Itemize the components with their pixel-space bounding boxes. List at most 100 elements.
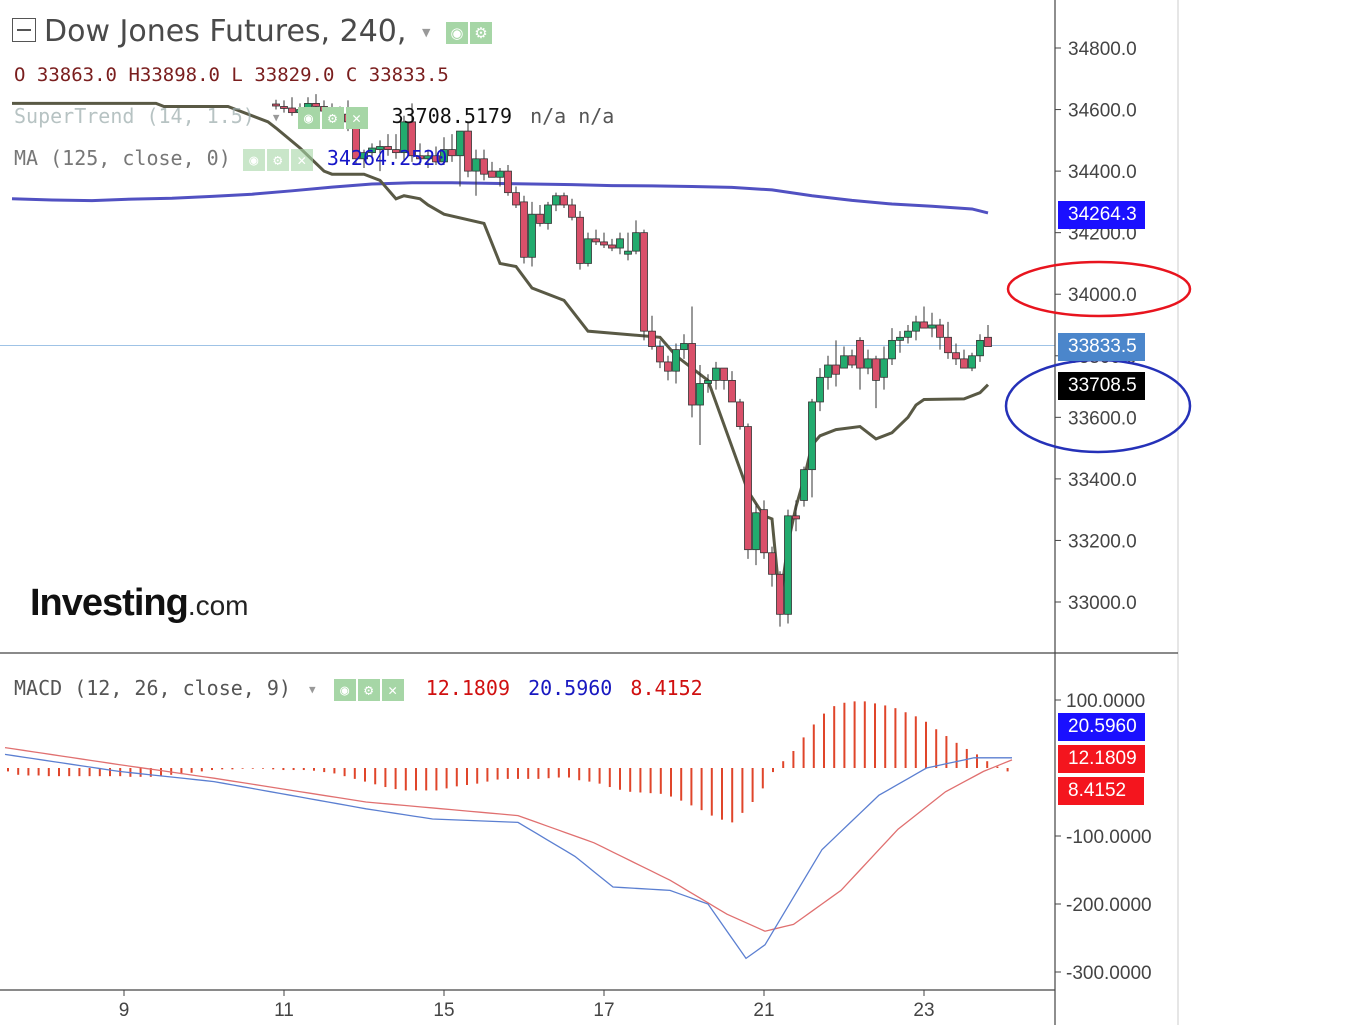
gear-icon[interactable]: ⚙ [469, 21, 492, 44]
candle [536, 204, 544, 227]
candle-body [616, 238, 624, 249]
candle [968, 352, 976, 372]
candle-body [728, 379, 736, 403]
candle-body [856, 339, 864, 369]
candle [544, 201, 552, 230]
candle-body [984, 336, 992, 347]
time-tick-label: 17 [593, 1000, 614, 1021]
visibility-icon[interactable]: ◉ [333, 678, 356, 701]
candle [456, 130, 464, 187]
candle [496, 168, 504, 187]
visibility-icon[interactable]: ◉ [242, 148, 265, 171]
price-tick-label: 33000.0 [1068, 593, 1137, 614]
chevron-down-icon[interactable]: ▼ [421, 26, 431, 39]
gear-icon[interactable]: ⚙ [321, 106, 344, 129]
price-tick-label: 34000.0 [1068, 285, 1137, 306]
candle-body [520, 201, 528, 258]
chevron-down-icon[interactable]: ▼ [272, 111, 280, 124]
candle [936, 318, 944, 350]
candle-body [776, 573, 784, 615]
signal-value: 20.5960 [528, 676, 613, 700]
candle [504, 164, 512, 196]
candle-body [552, 195, 560, 206]
supertrend-label: SuperTrend (14, 1.5) [14, 104, 255, 128]
chevron-down-icon[interactable]: ▼ [309, 683, 316, 696]
candle [640, 229, 648, 341]
candle-body [592, 238, 600, 243]
candle-body [768, 552, 776, 575]
macd-value: 12.1809 [425, 676, 511, 700]
candle-body [440, 149, 448, 163]
candle [904, 325, 912, 344]
candle-body [760, 509, 768, 554]
candle-body [544, 204, 552, 224]
candle-body [888, 339, 896, 360]
candle-body [904, 330, 912, 338]
candle-body [536, 213, 544, 224]
candle-body [944, 336, 952, 354]
candle [592, 229, 600, 245]
candle [776, 571, 784, 627]
candle-body [960, 358, 968, 369]
price-tick-label: 33200.0 [1068, 531, 1137, 552]
candle [616, 232, 624, 255]
candle [840, 346, 848, 369]
candle [736, 398, 744, 430]
candle [368, 143, 376, 159]
candle [600, 232, 608, 249]
candle-body [704, 379, 712, 384]
candle [272, 99, 280, 110]
ma-line [11, 181, 989, 215]
time-tick-label: 15 [433, 1000, 454, 1021]
candle-body [368, 147, 376, 154]
chart-legend: Dow Jones Futures, 240, ▼ ◉ ⚙ [12, 14, 494, 49]
macd-lines-layer [4, 746, 1013, 960]
candle [896, 331, 904, 353]
macd-histogram-layer [7, 701, 1009, 823]
candle-body [920, 321, 928, 329]
ohlc-row: O 33863.0 H33898.0 L 33829.0 C 33833.5 [14, 64, 449, 86]
candle-body [496, 170, 504, 178]
gear-icon[interactable]: ⚙ [357, 678, 380, 701]
candle-body [680, 343, 688, 351]
candle [624, 232, 632, 261]
candle-body [456, 130, 464, 157]
candle [912, 315, 920, 341]
candle [720, 367, 728, 390]
collapse-icon[interactable] [12, 17, 36, 42]
candle [424, 149, 432, 169]
macd-signal-tag: 20.5960 [1058, 713, 1145, 741]
candle-body [504, 170, 512, 194]
visibility-icon[interactable]: ◉ [445, 21, 468, 44]
candle [360, 149, 368, 169]
gear-icon[interactable]: ⚙ [266, 148, 289, 171]
candle-body [952, 352, 960, 360]
supertrend-extra: n/a n/a [530, 104, 615, 128]
candle-body [608, 244, 616, 249]
axes-layer: 34800.034600.034400.034200.034000.033800… [0, 0, 1179, 1025]
ma-layer [11, 181, 989, 215]
macd-tick-label: 100.0000 [1066, 691, 1145, 712]
close-icon[interactable]: ✕ [345, 106, 368, 129]
close-icon[interactable]: ✕ [381, 678, 404, 701]
candle-body [280, 106, 288, 109]
visibility-icon[interactable]: ◉ [297, 106, 320, 129]
candle-body [672, 349, 680, 372]
candle [784, 509, 792, 624]
time-tick-label: 11 [274, 1000, 294, 1021]
candle [808, 398, 816, 498]
candle-body [576, 216, 584, 264]
candle-body [480, 158, 488, 175]
low-label: L [231, 64, 243, 86]
price-tick-label: 33600.0 [1068, 408, 1137, 429]
candle-body [272, 103, 280, 107]
investing-logo: Investing.com [30, 582, 249, 625]
candle [800, 466, 808, 507]
candle-body [656, 346, 664, 363]
time-tick-label: 23 [913, 1000, 934, 1021]
candle-body [632, 232, 640, 252]
logo-suffix: .com [187, 590, 249, 621]
candle-body [400, 121, 408, 154]
close-icon[interactable]: ✕ [290, 148, 313, 171]
candle [832, 340, 840, 387]
